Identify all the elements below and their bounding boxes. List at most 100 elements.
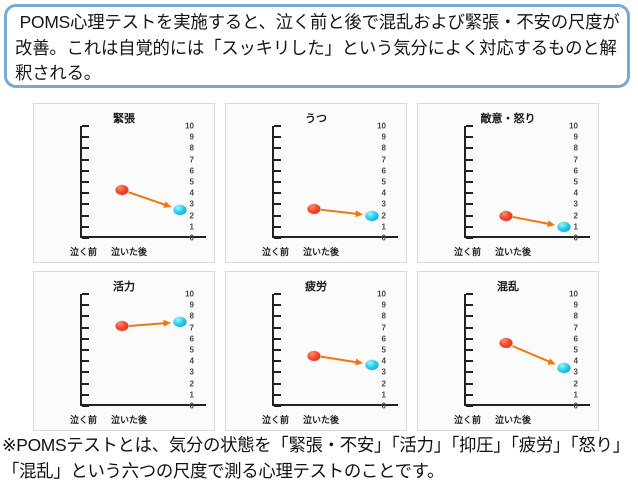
plot-area: 10 9 8 7 6 5 4 3 2 1 0 [464,290,590,411]
y-axis-tick [82,337,89,340]
y-axis-tick-label: 1 [189,222,194,232]
y-axis-tick-label: 1 [381,222,386,232]
x-axis-line [80,236,206,238]
y-axis-tick [82,315,89,318]
y-axis-tick [82,237,89,239]
x-label-after: 泣いた後 [303,247,340,257]
chart-title: 混乱 [497,281,519,293]
header-callout-box: POMS心理テストを実施すると、泣く前と後で混乱および緊張・不安の尺度が改善。こ… [4,4,630,88]
data-point-before-marker [115,321,129,332]
data-point-before-marker [307,203,321,214]
y-axis-tick-label: 4 [189,356,194,366]
y-axis-tick-label: 1 [573,390,578,400]
y-axis-tick [82,393,89,396]
y-axis-tick [274,203,281,206]
y-axis-tick-label: 8 [381,311,386,321]
y-axis-tick [274,304,281,307]
header-description-text: POMS心理テストを実施すると、泣く前と後で混乱および緊張・不安の尺度が改善。こ… [15,12,620,83]
y-axis-tick-label: 0 [189,401,194,411]
y-axis-tick [274,293,281,295]
x-axis-line [464,404,590,406]
x-label-after: 泣いた後 [303,415,340,425]
y-axis-tick [466,337,473,340]
chart-title: 活力 [113,281,135,293]
plot-area: 10 9 8 7 6 5 4 3 2 1 0 [80,122,206,243]
x-label-after: 泣いた後 [495,247,532,257]
y-axis-tick-label: 0 [381,401,386,411]
y-axis-tick [466,405,473,407]
y-axis-tick-label: 3 [381,367,386,377]
y-axis-tick [274,181,281,183]
y-axis-tick-label: 6 [573,166,578,176]
y-axis-tick [466,147,473,150]
y-axis-tick-label: 9 [573,300,578,310]
y-axis-tick-label: 7 [189,323,194,333]
y-axis-tick-label: 0 [189,233,194,243]
y-axis-tick [274,382,281,385]
y-axis-tick [82,181,89,183]
data-point-after-marker [365,359,379,370]
y-axis-tick-label: 3 [189,367,194,377]
x-axis-line [464,236,590,238]
trend-arrow-icon [128,319,172,327]
y-axis-tick-label: 9 [189,132,194,142]
y-axis-tick [82,214,89,217]
y-axis-tick-label: 8 [381,143,386,153]
y-axis-tick [82,158,89,161]
y-axis-tick [82,225,89,228]
y-axis-tick-label: 10 [185,121,194,131]
y-axis-tick-label: 3 [189,199,194,209]
y-axis-tick-label: 1 [381,390,386,400]
y-axis-tick-label: 5 [573,345,578,355]
chart-panel-fatigue: 疲労 10 9 8 7 6 5 4 3 2 1 0 泣く前 泣いた後 [225,271,407,431]
y-axis-tick-label: 7 [573,155,578,165]
y-axis-tick [466,225,473,228]
data-point-after-marker [173,205,187,215]
x-axis-labels: 泣く前 泣いた後 [454,245,600,258]
x-label-before: 泣く前 [70,415,98,425]
data-point-after-marker [173,317,187,327]
y-axis-tick-label: 4 [573,356,578,366]
y-axis-tick-label: 10 [377,121,386,131]
y-axis-tick-label: 8 [573,143,578,153]
y-axis-tick-label: 6 [381,334,386,344]
y-axis-tick [82,136,89,139]
y-axis-tick-label: 10 [569,289,578,299]
data-point-after-marker [557,221,571,232]
y-axis-tick [274,371,281,374]
y-axis-line [272,294,274,406]
chart-panel-hostility-anger: 敵意・怒り 10 9 8 7 6 5 4 3 2 1 0 泣く前 泣いた後 [417,103,599,263]
y-axis-tick-label: 2 [189,379,194,389]
y-axis-tick-label: 9 [189,300,194,310]
y-axis-tick-label: 8 [189,311,194,321]
y-axis-tick [274,214,281,217]
y-axis-tick-label: 4 [381,356,386,366]
y-axis-tick [466,315,473,318]
y-axis-tick-label: 10 [377,289,386,299]
y-axis-tick [274,237,281,239]
y-axis-tick [82,125,89,127]
y-axis-tick-label: 2 [573,379,578,389]
trend-arrow-icon [512,215,556,228]
data-point-before-marker [115,184,129,195]
x-label-after: 泣いた後 [111,415,148,425]
y-axis-tick-label: 6 [573,334,578,344]
y-axis-tick [82,169,89,172]
trend-arrow-icon [320,355,364,366]
trend-arrow-icon [128,191,172,208]
y-axis-tick-label: 9 [381,300,386,310]
y-axis-tick-label: 7 [573,323,578,333]
data-point-after-marker [365,210,379,221]
x-label-before: 泣く前 [262,247,290,257]
data-point-after-marker [557,362,571,373]
y-axis-line [464,126,466,238]
plot-area: 10 9 8 7 6 5 4 3 2 1 0 [464,122,590,243]
x-axis-labels: 泣く前 泣いた後 [454,413,600,426]
y-axis-tick [274,136,281,139]
x-axis-line [272,404,398,406]
y-axis-tick [274,393,281,396]
y-axis-tick [466,382,473,385]
x-label-after: 泣いた後 [495,415,532,425]
y-axis-tick [274,349,281,351]
y-axis-tick-label: 8 [189,143,194,153]
